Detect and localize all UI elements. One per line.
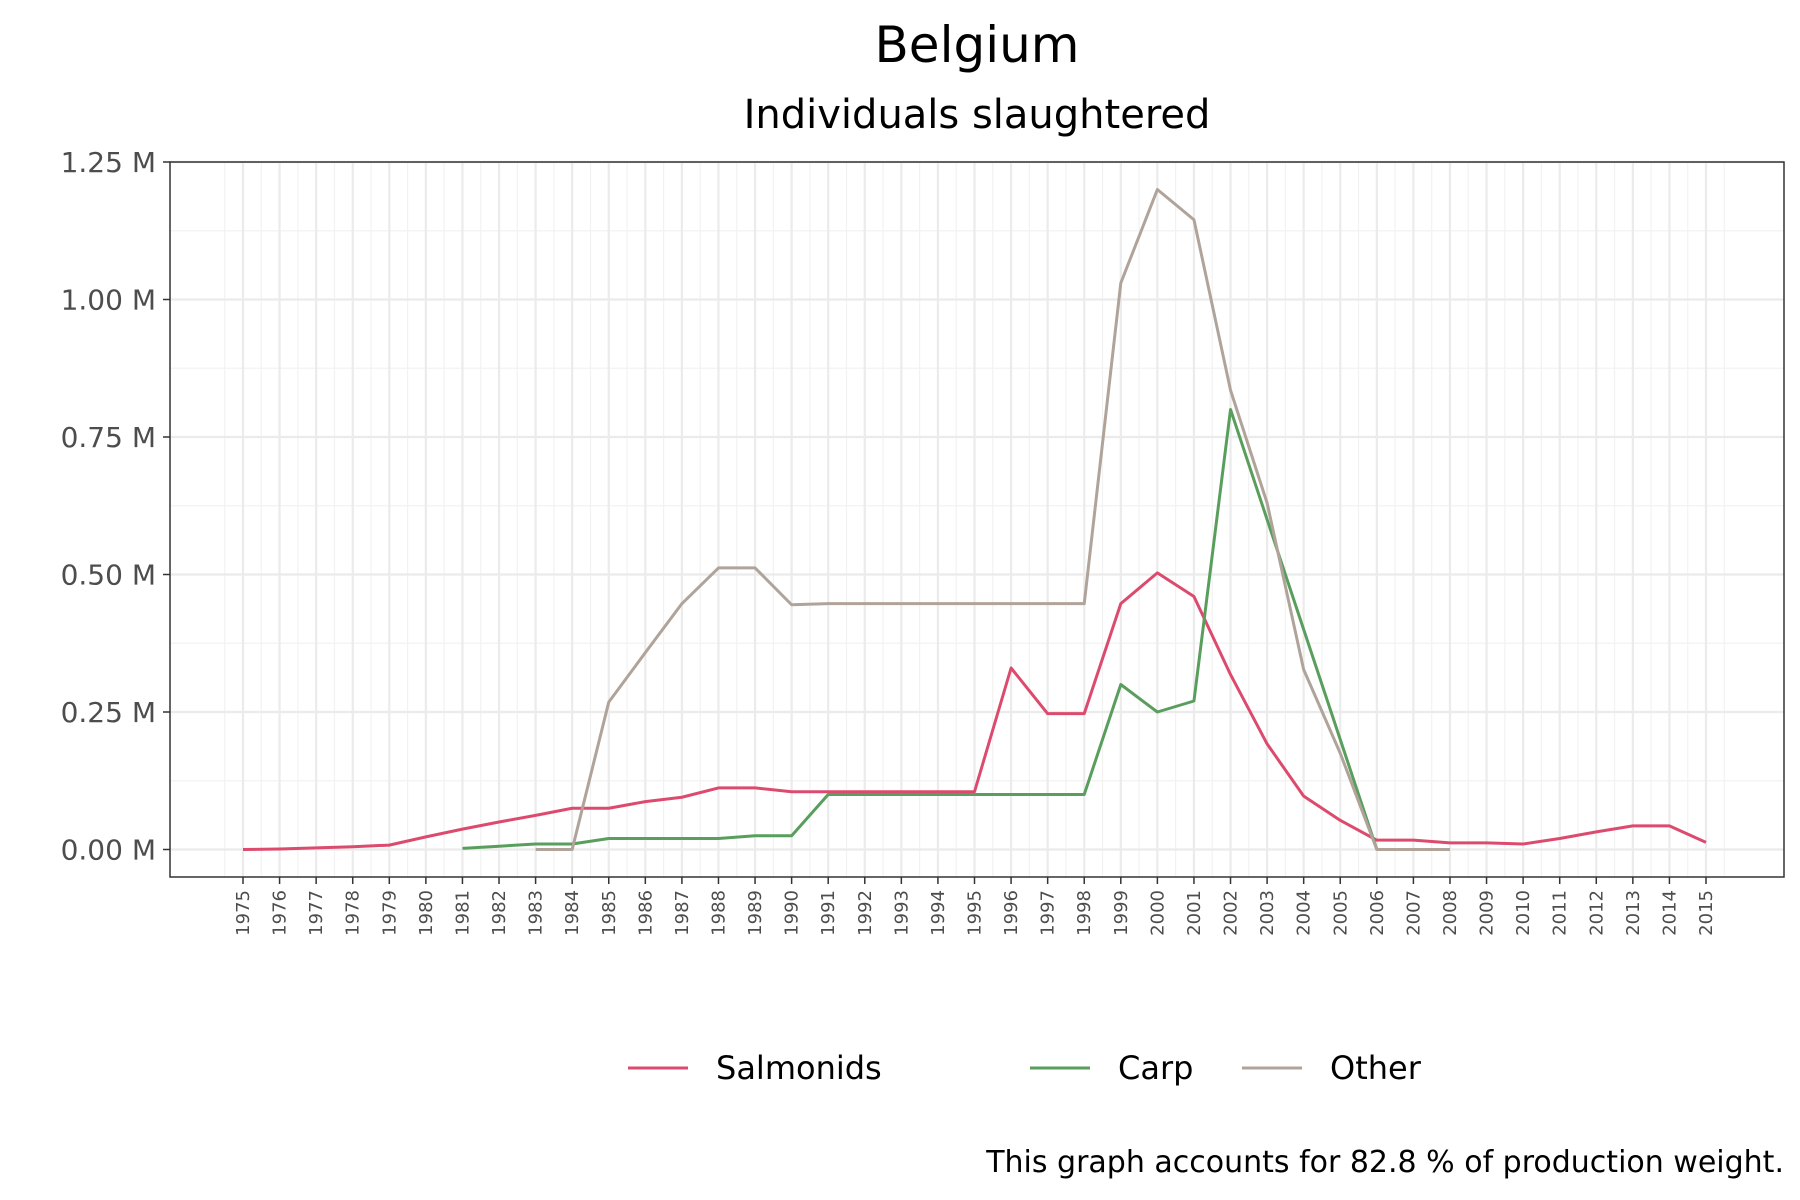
x-tick-label: 2009 [1477, 890, 1498, 936]
x-tick-label: 1981 [452, 890, 473, 936]
y-tick-label: 0.75 M [61, 421, 156, 454]
legend-label-other: Other [1330, 1049, 1422, 1087]
x-tick-label: 1995 [965, 890, 986, 936]
y-tick-label: 0.00 M [61, 834, 156, 867]
x-tick-label: 1998 [1074, 890, 1095, 936]
x-tick-label: 2006 [1367, 890, 1388, 936]
series-lines [242, 188, 1707, 851]
x-tick-label: 1986 [635, 890, 656, 936]
x-tick-label: 1999 [1111, 890, 1132, 936]
legend-label-carp: Carp [1118, 1049, 1193, 1087]
x-tick-label: 2011 [1550, 890, 1571, 936]
x-tick-label: 1976 [270, 890, 291, 936]
x-tick-label: 2010 [1513, 890, 1534, 936]
grid-minor [170, 162, 1784, 877]
y-tick-label: 0.50 M [61, 559, 156, 592]
chart-subtitle: Individuals slaughtered [744, 92, 1211, 138]
series-line-carp [462, 408, 1379, 850]
x-tick-label: 1985 [599, 890, 620, 936]
legend-label-salmonids: Salmonids [716, 1049, 882, 1087]
x-tick-label: 1993 [891, 890, 912, 936]
plot-area [169, 160, 1785, 878]
y-tick-label: 0.25 M [61, 696, 156, 729]
x-tick-label: 2000 [1147, 890, 1168, 936]
x-tick-label: 1978 [343, 890, 364, 936]
x-axis: 1975 1976 1977 1978 1979 1980 1981 1982 1983 1984… [233, 877, 1717, 936]
x-tick-label: 1992 [855, 890, 876, 936]
plot-border [169, 161, 1785, 878]
grid-major [170, 160, 1784, 877]
x-tick-label: 2014 [1659, 890, 1680, 936]
y-axis: 0.00 M 0.25 M 0.50 M 0.75 M 1.00 M 1.25 M [61, 146, 170, 867]
x-tick-label: 2013 [1623, 890, 1644, 936]
x-tick-label: 1982 [489, 890, 510, 936]
x-tick-label: 1990 [782, 890, 803, 936]
legend: Salmonids Carp Other [628, 1049, 1422, 1087]
x-tick-label: 2004 [1294, 890, 1315, 936]
x-tick-label: 2001 [1184, 890, 1205, 936]
x-tick-label: 2015 [1696, 890, 1717, 936]
x-tick-label: 2002 [1221, 890, 1242, 936]
x-tick-label: 2007 [1403, 890, 1424, 936]
x-tick-label: 1989 [745, 890, 766, 936]
x-tick-label: 1984 [562, 890, 583, 936]
x-tick-label: 1996 [1001, 890, 1022, 936]
x-tick-label: 1977 [306, 890, 327, 936]
chart-title: Belgium [875, 16, 1080, 74]
x-tick-label: 2012 [1586, 890, 1607, 936]
series-line-other [535, 188, 1450, 851]
x-tick-label: 1979 [379, 890, 400, 936]
x-tick-label: 1991 [818, 890, 839, 936]
series-line-salmonids [242, 571, 1707, 851]
x-tick-label: 2003 [1257, 890, 1278, 936]
y-tick-label: 1.00 M [61, 284, 156, 317]
x-tick-label: 1988 [708, 890, 729, 936]
x-tick-label: 2005 [1330, 890, 1351, 936]
x-tick-label: 1975 [233, 890, 254, 936]
y-tick-label: 1.25 M [61, 146, 156, 179]
x-tick-label: 1980 [416, 890, 437, 936]
plot-background [170, 162, 1784, 877]
x-tick-label: 1983 [526, 890, 547, 936]
x-tick-label: 1994 [928, 890, 949, 936]
x-tick-label: 1987 [672, 890, 693, 936]
x-tick-label: 2008 [1440, 890, 1461, 936]
chart-caption: This graph accounts for 82.8 % of produc… [985, 1145, 1784, 1180]
x-tick-label: 1997 [1038, 890, 1059, 936]
